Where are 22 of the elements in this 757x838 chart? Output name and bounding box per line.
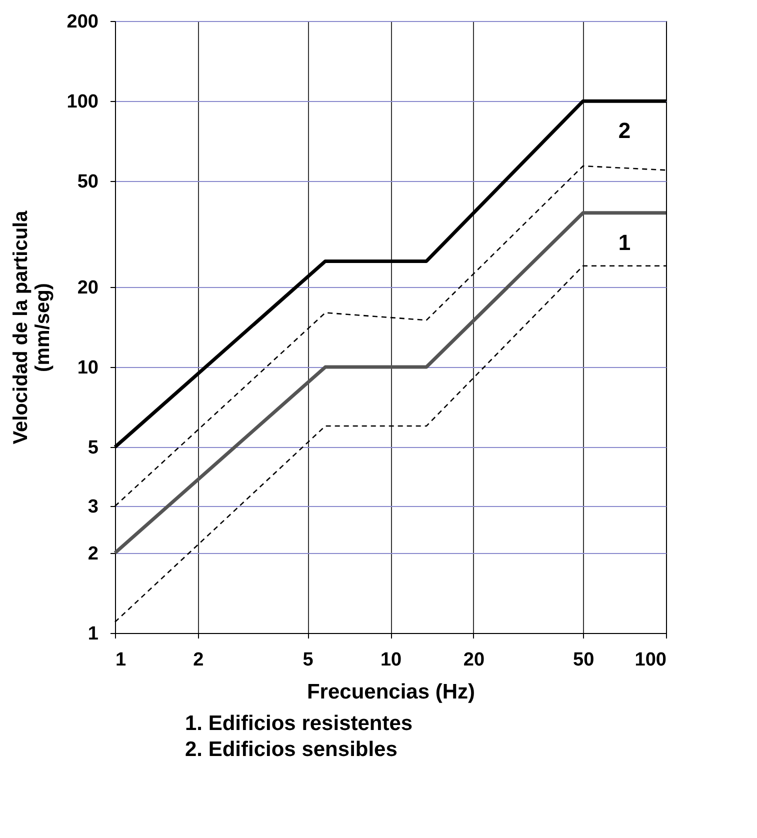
series-label: 1 — [618, 230, 631, 255]
y-tick-label: 2 — [88, 543, 98, 564]
x-tick-label: 1 — [116, 650, 126, 670]
y-axis-title: Velocidad de la particula (mm/seg) — [10, 210, 54, 444]
x-tick-label: 20 — [463, 650, 485, 670]
x-tick-label: 10 — [380, 650, 402, 670]
y-tick-label: 20 — [77, 277, 98, 298]
x-tick-label: 2 — [193, 650, 204, 670]
y-tick-label: 200 — [66, 12, 98, 32]
x-tick-label: 100 — [634, 650, 666, 670]
series-label: 2 — [618, 118, 631, 144]
x-tick-label: 50 — [572, 650, 594, 670]
y-tick-label: 3 — [88, 496, 98, 518]
text: 2. Edificios sensibles — [185, 737, 398, 763]
text: 1. Edificios resistentes — [185, 711, 414, 737]
y-tick-label: 100 — [66, 92, 98, 113]
x-tick-label: 5 — [302, 650, 314, 670]
y-tick-label: 5 — [88, 438, 99, 459]
y-tick-label: 50 — [77, 172, 98, 193]
y-tick-label: 1 — [88, 624, 99, 644]
y-tick-label: 10 — [77, 358, 98, 379]
x-axis-title: Frecuencias (Hz) — [306, 680, 476, 704]
